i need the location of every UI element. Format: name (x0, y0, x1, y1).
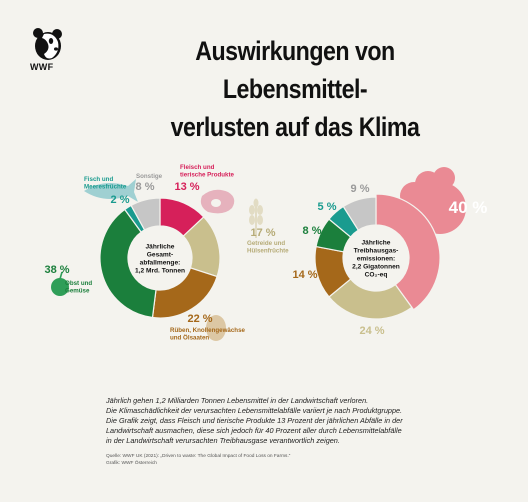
source-note: Quelle: WWF UK (2021): „Driven to waste:… (106, 454, 436, 467)
slice-fruit (99, 208, 157, 319)
name-label-meat: tierische Produkte (180, 172, 235, 179)
name-label-grain: Getreide und (247, 240, 285, 247)
center-label-line: Jährliche (362, 240, 391, 247)
name-label-grain: Hülsenfrüchte (247, 248, 289, 255)
title-line-2: verlusten auf das Klima (170, 112, 420, 142)
name-label-fish: Meeresfrüchte (84, 184, 127, 191)
name-label-other: Sonstige (136, 173, 163, 180)
center-label-line: 2,2 Gigatonnen (352, 264, 400, 271)
pct-label-fruit: 38 % (44, 264, 69, 276)
name-label-fish: Fisch und (84, 176, 113, 183)
description-line: Die Klimaschädlichkeit der verursachten … (106, 406, 403, 415)
name-label-roots: Rüben, Knollengewächse (170, 327, 246, 334)
pct-label-other: 9 % (351, 183, 370, 195)
steak-icon (200, 189, 235, 214)
page-title: Auswirkungen von Lebensmittel- verlusten… (123, 32, 467, 146)
pct-label-fish: 5 % (318, 201, 337, 213)
apple-icon (51, 271, 69, 296)
slice-other (342, 196, 377, 231)
pct-label-roots: 22 % (187, 313, 212, 325)
source-line: Quelle: WWF UK (2021): „Driven to waste:… (106, 454, 291, 459)
name-label-fruit: Gemüse (65, 288, 90, 295)
slice-meat (375, 193, 441, 311)
chart-emissions-donut (314, 193, 441, 320)
title-line-1: Auswirkungen von Lebensmittel- (195, 36, 395, 104)
logo-text: WWF (30, 62, 54, 72)
pct-label-other: 8 % (136, 181, 155, 193)
description: Jährlich gehen 1,2 Milliarden Tonnen Leb… (106, 396, 436, 446)
name-label-meat: Fleisch und (180, 164, 215, 171)
center-label-line: Gesamt- (147, 252, 173, 259)
center-label-line: 1,2 Mrd. Tonnen (135, 268, 185, 275)
pct-label-roots: 14 % (292, 269, 317, 281)
pct-label-fish: 2 % (111, 194, 130, 206)
name-label-fruit: Obst und (65, 280, 92, 287)
pct-label-meat: 40 % (449, 198, 488, 217)
center-label-line: abfallmenge: (140, 260, 181, 267)
center-label-line: Jährliche (146, 244, 175, 251)
chart-waste-donut (99, 197, 221, 319)
pct-label-grain: 17 % (250, 227, 275, 239)
fish-icon (84, 179, 138, 202)
wheat-icon (249, 198, 263, 238)
center-label-line: CO₂-eq (365, 272, 388, 279)
slice-other (130, 197, 161, 231)
description-line: Landwirtschaft ausmachen, diese sich jed… (106, 426, 402, 435)
chart-emissions-labels: 40 % 24 % 14 % 8 % 5 % 9 % (292, 183, 487, 337)
potato-icon (206, 315, 226, 341)
slice-roots (151, 267, 218, 319)
description-line: in der Landwirtschaft verursachten Treib… (106, 436, 340, 445)
panda-logo-icon (30, 26, 66, 70)
pct-label-grain: 24 % (359, 325, 384, 337)
description-line: Jährlich gehen 1,2 Milliarden Tonnen Leb… (106, 396, 369, 405)
description-line: Die Grafik zeigt, dass Fleisch und tieri… (106, 416, 403, 425)
pct-label-fruit: 8 % (303, 225, 322, 237)
name-label-roots: und Ölsaaten (170, 335, 209, 342)
pct-label-meat: 13 % (174, 181, 199, 193)
source-line: Grafik: WWF Österreich (106, 460, 157, 466)
center-label-line: emissionen: (357, 256, 395, 263)
center-label-line: Treibhausgas- (354, 248, 399, 255)
